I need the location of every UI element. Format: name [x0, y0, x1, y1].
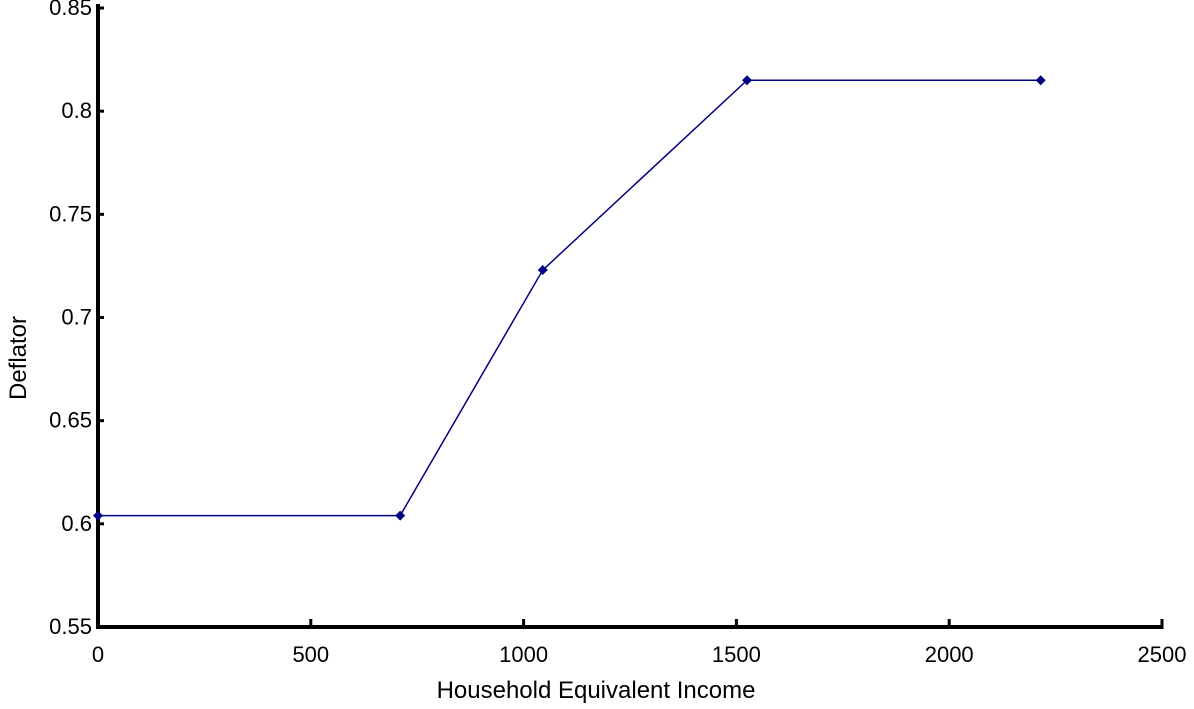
y-tick-label: 0.85 — [49, 0, 92, 20]
x-tick-label: 1500 — [712, 642, 761, 667]
y-tick-label: 0.75 — [49, 201, 92, 226]
x-tick-label: 2000 — [925, 642, 974, 667]
data-point-marker — [1035, 75, 1046, 86]
x-axis-ticks: 0 500 1000 1500 2000 2500 — [92, 619, 1187, 667]
x-axis-title: Household Equivalent Income — [437, 677, 756, 704]
x-tick-label: 1000 — [499, 642, 548, 667]
y-axis-ticks: 0.55 0.6 0.65 0.7 0.75 0.8 0.85 — [49, 0, 104, 639]
data-point-marker — [537, 265, 548, 276]
y-tick-label: 0.8 — [61, 98, 92, 123]
axes — [96, 4, 1162, 629]
x-tick-label: 0 — [92, 642, 104, 667]
y-tick-label: 0.55 — [49, 614, 92, 639]
data-point-marker — [395, 510, 406, 521]
y-tick-label: 0.7 — [61, 305, 92, 330]
data-point-marker — [742, 75, 753, 86]
x-tick-label: 2500 — [1138, 642, 1187, 667]
data-point-marker — [93, 510, 103, 521]
y-axis-title: Deflator — [5, 316, 32, 400]
y-tick-label: 0.6 — [61, 511, 92, 536]
y-tick-label: 0.65 — [49, 408, 92, 433]
series-line — [98, 79, 1041, 517]
series-layer — [93, 75, 1046, 521]
x-tick-label: 500 — [292, 642, 329, 667]
